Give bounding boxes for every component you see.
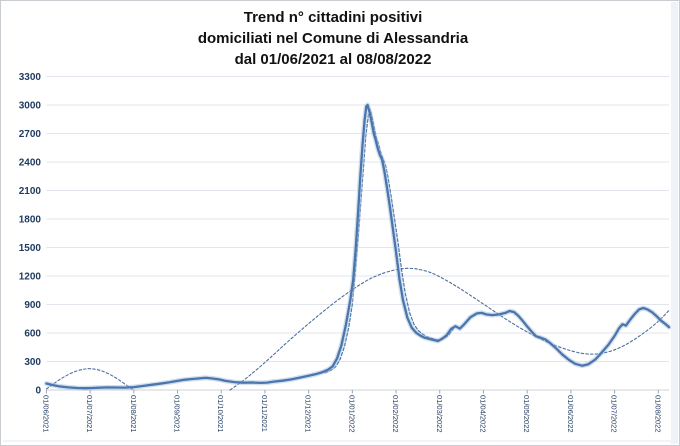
y-tick-label: 300 (24, 357, 41, 368)
chart-title-line-2: domiciliati nel Comune di Alessandria (197, 30, 469, 47)
series-trend-polinomiale-segmento-1 (45, 368, 135, 391)
y-tick-label: 3000 (19, 101, 42, 112)
x-tick-label: 01/06/2022 (566, 395, 575, 433)
y-tick-label: 1200 (19, 272, 42, 283)
x-tick-label: 01/04/2022 (478, 395, 487, 433)
y-tick-label: 2700 (19, 129, 42, 140)
y-tick-label: 1500 (19, 243, 42, 254)
y-tick-label: 2400 (19, 158, 42, 169)
chart-title-line-3: dal 01/06/2021 al 08/08/2022 (234, 51, 432, 68)
y-tick-label: 900 (24, 300, 41, 311)
y-tick-label: 2100 (19, 186, 42, 197)
y-tick-label: 1800 (19, 215, 42, 226)
x-tick-label: 01/10/2021 (216, 395, 225, 433)
y-tick-label: 0 (35, 386, 41, 397)
x-tick-label: 01/05/2022 (522, 395, 531, 433)
chart-title-line-1: Trend n° cittadini positivi (243, 9, 423, 26)
x-tick-label: 01/08/2021 (129, 395, 138, 433)
x-tick-label: 01/11/2021 (260, 395, 269, 432)
x-tick-label: 01/01/2022 (347, 395, 356, 433)
right-edge-band (671, 2, 678, 444)
x-tick-label: 01/03/2022 (435, 395, 444, 433)
y-tick-label: 600 (24, 329, 41, 340)
series-halo-cittadini-positivi (43, 102, 672, 391)
x-tick-label: 01/12/2021 (304, 395, 313, 433)
x-tick-label: 01/07/2021 (85, 395, 94, 433)
x-tick-label: 01/09/2021 (173, 395, 182, 433)
chart-title: Trend n° cittadini positivi domiciliati … (1, 7, 665, 70)
x-tick-label: 01/07/2022 (610, 395, 619, 433)
x-tick-label: 01/08/2022 (653, 395, 662, 433)
y-tick-label: 3300 (19, 72, 42, 83)
x-tick-label: 01/02/2022 (391, 395, 400, 433)
series-cittadini-positivi (45, 103, 671, 390)
x-tick-label: 01/06/2021 (41, 395, 50, 433)
